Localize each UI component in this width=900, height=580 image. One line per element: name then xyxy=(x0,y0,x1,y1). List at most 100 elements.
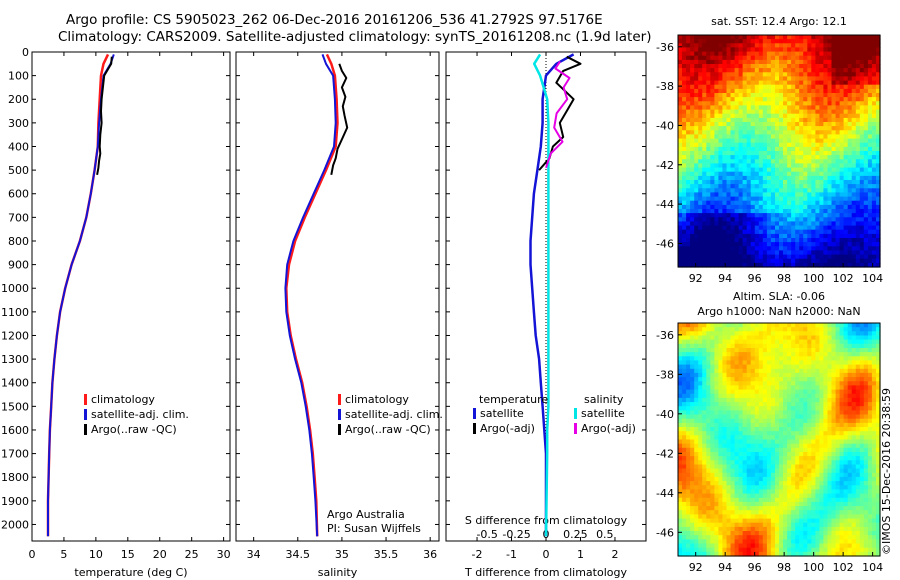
temperature-ytick-label: 800 xyxy=(8,235,29,248)
temperature-xtick-label: 30 xyxy=(217,548,231,561)
tdiff-xtick-label: 0 xyxy=(543,548,550,561)
temperature-ytick-label: 1800 xyxy=(1,471,29,484)
figure-title-line1: Argo profile: CS 5905023_262 06-Dec-2016… xyxy=(66,12,603,28)
sla-map-xtick-label: 98 xyxy=(777,561,791,574)
salinity-legend-swatch xyxy=(338,424,341,435)
sst-map-xtick-label: 100 xyxy=(803,272,824,285)
salinity-xlabel: salinity xyxy=(318,566,358,579)
sla-map-xtick-label: 94 xyxy=(718,561,732,574)
salinity-series-argo xyxy=(330,63,349,175)
temperature-xtick-label: 10 xyxy=(89,548,103,561)
tdiff-series-argo xyxy=(538,55,582,171)
salinity-xtick-label: 36 xyxy=(423,548,437,561)
sla-map-cells xyxy=(678,323,881,557)
temperature-ytick-label: 1400 xyxy=(1,377,29,390)
temperature-ytick-label: 600 xyxy=(8,188,29,201)
salinity-legend-swatch xyxy=(338,409,341,420)
temperature-ytick-label: 400 xyxy=(8,140,29,153)
temperature-ytick-label: 2000 xyxy=(1,518,29,531)
sdiff-xtick-label: -0.5 xyxy=(476,528,497,541)
tdiff-xtick-label: 1 xyxy=(577,548,584,561)
sla-map-ytick-label: -46 xyxy=(656,526,674,539)
temperature-ytick-label: 1700 xyxy=(1,448,29,461)
salinity-legend-label: climatology xyxy=(345,393,409,406)
temperature-ytick-label: 0 xyxy=(22,46,29,59)
temperature-ytick-label: 500 xyxy=(8,164,29,177)
temperature-series-argo xyxy=(96,56,113,175)
figure-title-line2: Climatology: CARS2009. Satellite-adjuste… xyxy=(58,29,652,45)
temperature-legend-label: climatology xyxy=(91,393,155,406)
temperature-ytick-label: 1200 xyxy=(1,329,29,342)
tdiff-series-satellite xyxy=(529,53,575,537)
sst-map-xtick-label: 96 xyxy=(748,272,762,285)
sst-map-ytick-label: -36 xyxy=(656,41,674,54)
salinity-xtick-label: 34 xyxy=(247,548,261,561)
salinity-annotation-line1: Argo Australia xyxy=(327,508,405,521)
tdiff-xtick-label: -1 xyxy=(506,548,517,561)
sdiff-xtick-label: 0.5 xyxy=(596,528,614,541)
temperature-axes-box xyxy=(31,51,231,542)
temperature-xtick-label: 20 xyxy=(153,548,167,561)
tdiff-legend-swatch xyxy=(473,423,476,434)
temperature-ytick-label: 200 xyxy=(8,93,29,106)
temperature-ytick-label: 1900 xyxy=(1,495,29,508)
sla-map-xtick-label: 102 xyxy=(833,561,854,574)
sdiff-legend-swatch xyxy=(574,423,577,434)
temperature-xtick-label: 5 xyxy=(60,548,67,561)
tdiff-xlabel: T difference from climatology xyxy=(464,566,627,579)
salinity-series-satellite xyxy=(284,54,337,537)
temperature-legend-swatch xyxy=(84,409,87,420)
sst-map-ytick-label: -44 xyxy=(656,198,674,211)
temperature-ytick-label: 700 xyxy=(8,211,29,224)
salinity-legend-label: Argo(..raw -QC) xyxy=(345,423,431,436)
temperature-ytick-label: 900 xyxy=(8,259,29,272)
sdiff-legend-swatch xyxy=(574,408,577,419)
sst-map-xtick-label: 92 xyxy=(689,272,703,285)
sdiff-xtick-label: 0.25 xyxy=(563,528,588,541)
sdiff-xtick-label: -0.25 xyxy=(502,528,530,541)
sst-map-xtick-label: 94 xyxy=(718,272,732,285)
sst-map-xtick-label: 104 xyxy=(862,272,883,285)
temperature-ytick-label: 1600 xyxy=(1,424,29,437)
sst-map-ytick-label: -46 xyxy=(656,237,674,250)
sla-map-xtick-label: 104 xyxy=(862,561,883,574)
sla-map-frame xyxy=(677,322,881,557)
salinity-xtick-label: 35.5 xyxy=(374,548,399,561)
sla-map-ytick-label: -38 xyxy=(656,368,674,381)
salinity-legend-label: satellite-adj. clim. xyxy=(345,408,443,421)
temperature-ytick-label: 1300 xyxy=(1,353,29,366)
sst-map-xtick-label: 102 xyxy=(833,272,854,285)
sdiff-series-satellite xyxy=(532,53,550,537)
sst-map-frame xyxy=(677,34,881,268)
sla-map-ytick-label: -42 xyxy=(656,447,674,460)
sst-map-ytick-label: -40 xyxy=(656,119,674,132)
temperature-legend-label: satellite-adj. clim. xyxy=(91,408,189,421)
temperature-ytick-label: 300 xyxy=(8,117,29,130)
salinity-xtick-label: 34.5 xyxy=(286,548,311,561)
tdiff-legend-header: temperature xyxy=(479,393,548,406)
sla-map-xtick-label: 100 xyxy=(803,561,824,574)
tdiff-xtick-label: -2 xyxy=(472,548,483,561)
sla-map-ytick-label: -44 xyxy=(656,487,674,500)
salinity-annotation-line2: PI: Susan Wijffels xyxy=(327,522,421,535)
temperature-ytick-label: 1000 xyxy=(1,282,29,295)
sla-map-ytick-label: -36 xyxy=(656,329,674,342)
temperature-ytick-label: 100 xyxy=(8,70,29,83)
sdiff-legend-label: satellite xyxy=(581,407,625,420)
tdiff-xtick-label: 2 xyxy=(611,548,618,561)
temperature-ytick-label: 1500 xyxy=(1,400,29,413)
sdiff-legend-label: Argo(-adj) xyxy=(581,422,636,435)
sla-map-subtitle: Argo h1000: NaN h2000: NaN xyxy=(697,305,860,318)
tdiff-legend-swatch xyxy=(473,408,476,419)
sst-map-xtick-label: 98 xyxy=(777,272,791,285)
temperature-xtick-label: 0 xyxy=(29,548,36,561)
temperature-legend-swatch xyxy=(84,424,87,435)
temperature-legend-swatch xyxy=(84,394,87,405)
sdiff-legend-header: salinity xyxy=(584,393,624,406)
sst-map-ytick-label: -42 xyxy=(656,159,674,172)
temperature-xtick-label: 15 xyxy=(121,548,135,561)
sst-map-ytick-label: -38 xyxy=(656,80,674,93)
sla-map-ytick-label: -40 xyxy=(656,408,674,421)
temperature-xlabel: temperature (deg C) xyxy=(74,566,187,579)
